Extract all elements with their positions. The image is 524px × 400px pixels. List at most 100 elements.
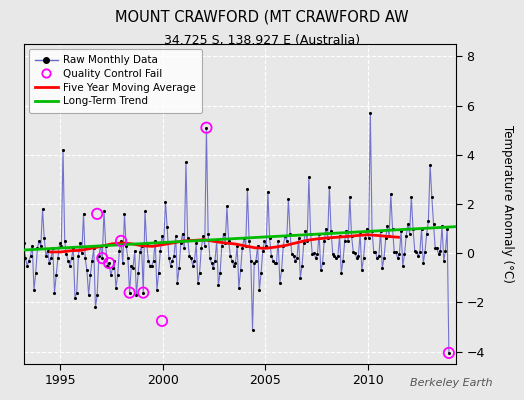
Point	[357, 267, 366, 274]
Point	[170, 252, 178, 259]
Point	[236, 267, 245, 274]
Point	[149, 258, 158, 264]
Point	[158, 233, 166, 239]
Point	[28, 243, 37, 249]
Point	[37, 243, 45, 249]
Point	[187, 255, 195, 261]
Point	[303, 238, 311, 244]
Point	[161, 198, 170, 205]
Point	[189, 262, 197, 269]
Point	[190, 258, 199, 264]
Point	[209, 265, 217, 271]
Point	[381, 235, 390, 242]
Point	[42, 252, 50, 259]
Text: MOUNT CRAWFORD (MT CRAWFORD AW: MOUNT CRAWFORD (MT CRAWFORD AW	[115, 10, 409, 25]
Point	[180, 245, 189, 252]
Point	[134, 270, 143, 276]
Point	[316, 267, 325, 274]
Point	[248, 326, 257, 333]
Point	[235, 284, 243, 291]
Point	[323, 235, 332, 242]
Point	[117, 238, 125, 244]
Point	[148, 262, 156, 269]
Point	[217, 243, 226, 249]
Point	[130, 248, 139, 254]
Point	[399, 262, 407, 269]
Point	[185, 252, 193, 259]
Point	[308, 251, 316, 258]
Point	[407, 194, 416, 200]
Point	[443, 226, 451, 232]
Point	[416, 249, 424, 255]
Point	[19, 240, 28, 246]
Point	[43, 248, 52, 254]
Point	[35, 238, 43, 244]
Point	[332, 255, 341, 261]
Point	[105, 260, 113, 266]
Point	[74, 252, 83, 259]
Point	[327, 228, 335, 234]
Point	[372, 249, 380, 255]
Point	[98, 255, 106, 261]
Point	[66, 262, 74, 269]
Point	[224, 238, 233, 244]
Point	[296, 275, 304, 281]
Point	[160, 240, 168, 246]
Point	[387, 191, 395, 197]
Point	[409, 226, 417, 232]
Point	[33, 245, 41, 252]
Point	[86, 272, 94, 278]
Point	[313, 251, 322, 258]
Point	[440, 258, 448, 264]
Text: 34.725 S, 138.927 E (Australia): 34.725 S, 138.927 E (Australia)	[164, 34, 360, 47]
Point	[103, 262, 112, 269]
Point	[274, 238, 282, 244]
Point	[380, 255, 388, 261]
Point	[400, 251, 409, 258]
Point	[339, 258, 347, 264]
Point	[156, 248, 165, 254]
Point	[173, 280, 182, 286]
Point	[247, 258, 255, 264]
Point	[347, 233, 356, 239]
Point	[105, 260, 113, 266]
Point	[304, 174, 313, 180]
Point	[124, 255, 132, 261]
Point	[375, 252, 383, 259]
Point	[106, 272, 115, 278]
Point	[320, 238, 329, 244]
Point	[26, 252, 35, 259]
Point	[93, 292, 101, 298]
Point	[373, 255, 381, 261]
Point	[242, 243, 250, 249]
Point	[90, 245, 98, 252]
Point	[361, 235, 369, 242]
Point	[418, 226, 426, 232]
Point	[433, 245, 441, 252]
Point	[68, 255, 76, 261]
Point	[250, 260, 258, 266]
Point	[376, 228, 385, 234]
Text: Berkeley Earth: Berkeley Earth	[410, 378, 493, 388]
Point	[155, 270, 163, 276]
Point	[78, 250, 86, 256]
Point	[353, 255, 361, 261]
Point	[127, 262, 136, 269]
Point	[315, 230, 323, 237]
Point	[62, 251, 71, 258]
Point	[216, 270, 224, 276]
Point	[269, 258, 277, 264]
Point	[72, 290, 81, 296]
Point	[406, 230, 414, 237]
Point	[344, 238, 352, 244]
Point	[359, 255, 368, 261]
Point	[276, 280, 284, 286]
Point	[47, 255, 55, 261]
Point	[175, 265, 183, 271]
Point	[221, 240, 230, 246]
Point	[441, 248, 450, 254]
Point	[228, 258, 236, 264]
Point	[279, 243, 288, 249]
Point	[388, 226, 397, 232]
Point	[412, 249, 421, 255]
